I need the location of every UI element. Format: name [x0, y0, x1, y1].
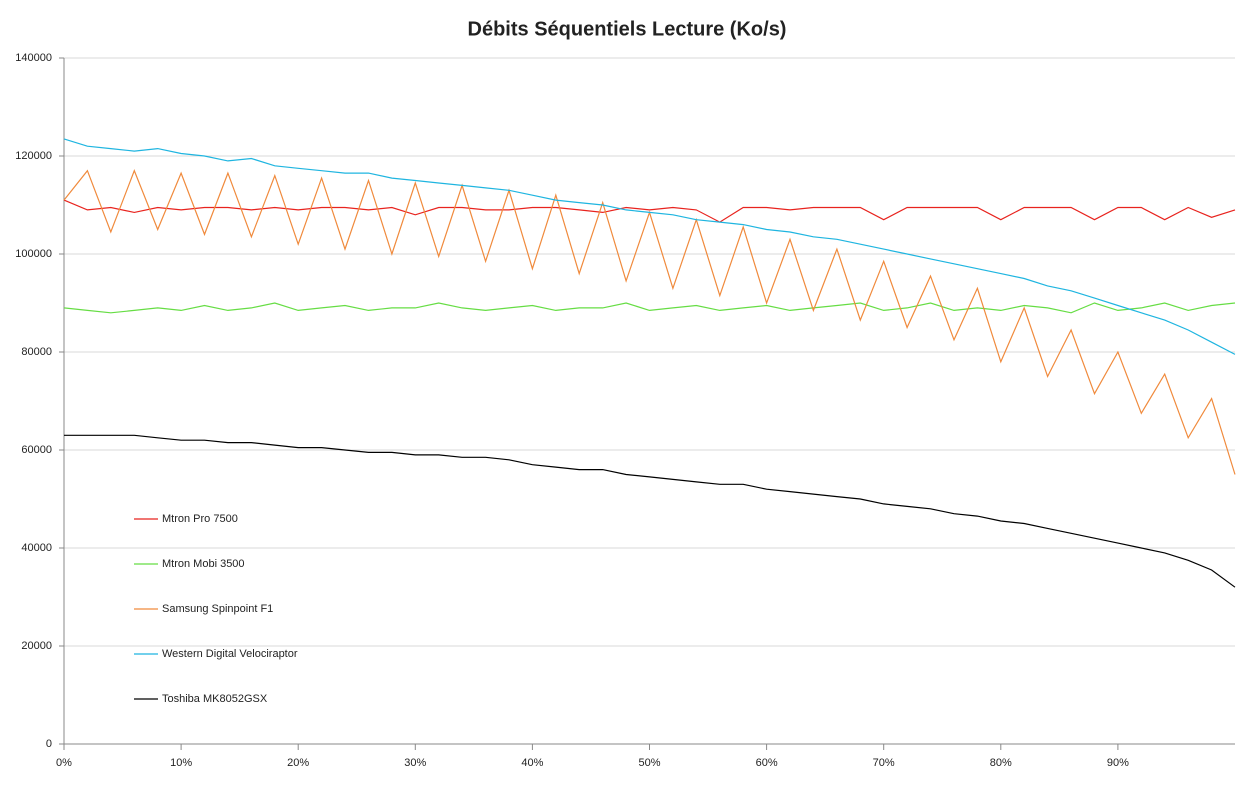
y-tick-label: 0 — [46, 738, 52, 750]
y-tick-label: 120000 — [15, 150, 52, 162]
x-tick-label: 70% — [873, 757, 895, 769]
legend-label: Western Digital Velociraptor — [162, 648, 298, 660]
series-line — [63, 302, 1236, 314]
x-tick-label: 40% — [521, 757, 543, 769]
y-tick-label: 60000 — [21, 444, 52, 456]
series-line — [63, 199, 1236, 223]
y-tick-label: 100000 — [15, 248, 52, 260]
chart-title: Débits Séquentiels Lecture (Ko/s) — [468, 18, 787, 40]
series-line — [64, 434, 1236, 588]
y-tick-label: 40000 — [21, 542, 52, 554]
legend-label: Mtron Pro 7500 — [162, 513, 238, 525]
legend-label: Mtron Mobi 3500 — [162, 558, 245, 570]
legend-label: Samsung Spinpoint F1 — [162, 603, 273, 615]
y-tick-label: 140000 — [15, 52, 52, 64]
x-tick-label: 10% — [170, 757, 192, 769]
x-tick-label: 30% — [404, 757, 426, 769]
x-tick-label: 90% — [1107, 757, 1129, 769]
y-tick-label: 80000 — [21, 346, 52, 358]
series-line — [63, 138, 1236, 355]
x-tick-label: 0% — [56, 757, 72, 769]
x-tick-label: 80% — [990, 757, 1012, 769]
x-tick-label: 60% — [756, 757, 778, 769]
y-tick-label: 20000 — [21, 640, 52, 652]
legend-label: Toshiba MK8052GSX — [162, 693, 268, 705]
x-tick-label: 20% — [287, 757, 309, 769]
x-tick-label: 50% — [638, 757, 660, 769]
